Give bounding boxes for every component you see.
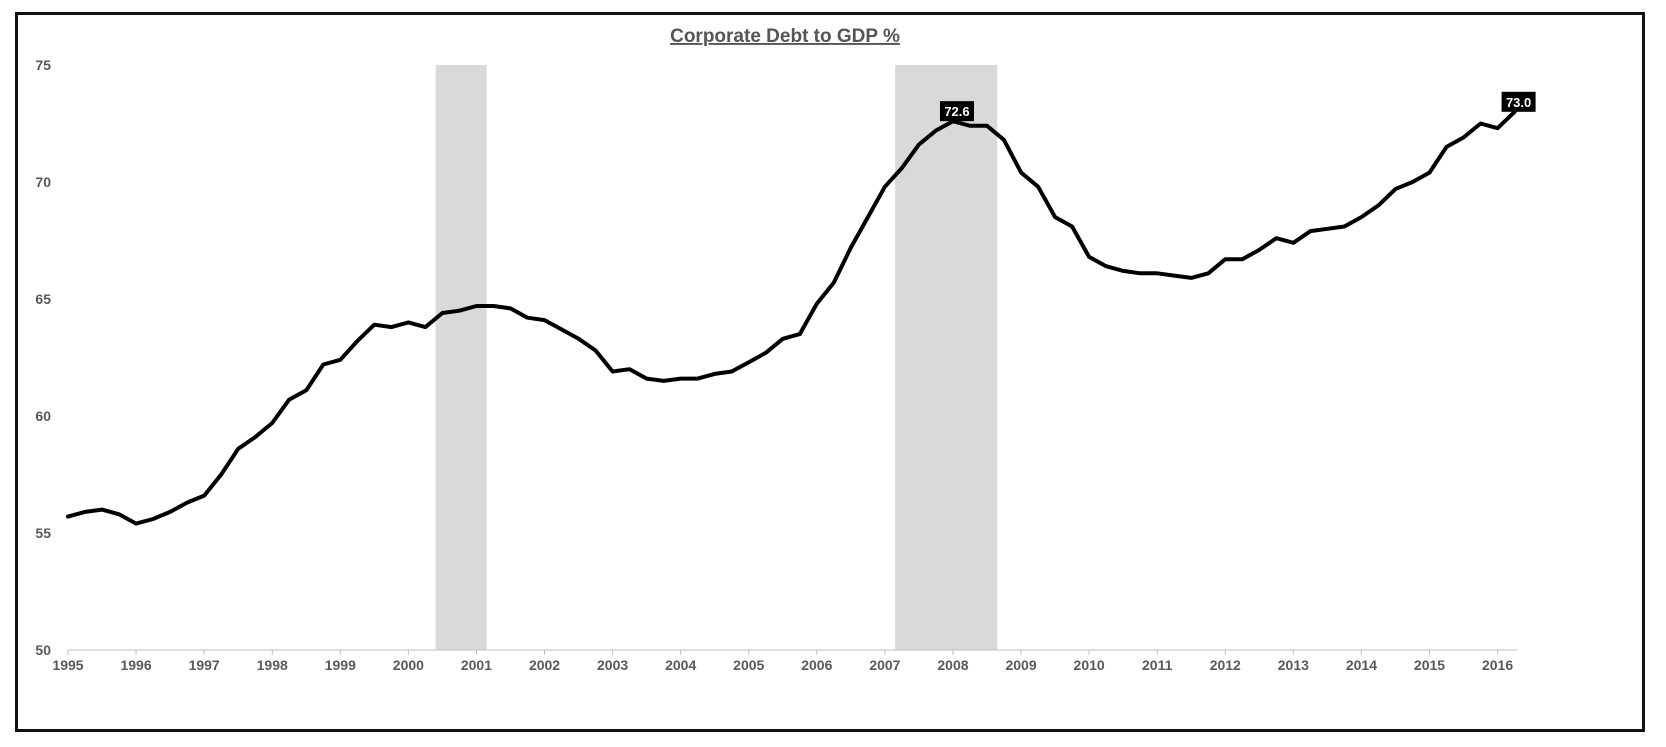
- y-tick-label: 50: [35, 642, 51, 658]
- data-label-box: [939, 101, 974, 122]
- chart-frame: Corporate Debt to GDP % 1995 1996 1997 1998…: [15, 12, 1645, 732]
- data-label: 72.6: [944, 104, 969, 119]
- x-tick-label: 2003: [597, 657, 628, 673]
- x-tick-label: 2010: [1074, 657, 1105, 673]
- x-tick-label: 2011: [1142, 657, 1173, 673]
- y-tick-label: 70: [35, 174, 51, 190]
- x-tick-label: 2002: [529, 657, 560, 673]
- y-tick-label: 65: [35, 291, 51, 307]
- x-tick-label: 2001: [461, 657, 492, 673]
- x-tick-label: 1996: [120, 657, 151, 673]
- x-tick-label: 2016: [1482, 657, 1513, 673]
- x-tick-label: 2004: [665, 657, 696, 673]
- x-tick-label: 2006: [801, 657, 832, 673]
- x-tick-label: 2007: [869, 657, 900, 673]
- x-tick-label: 2013: [1278, 657, 1309, 673]
- line-chart: Corporate Debt to GDP % 1995 1996 1997 1998…: [35, 26, 1536, 673]
- x-tick-label: 1997: [189, 657, 220, 673]
- x-tick-label: 2014: [1346, 657, 1377, 673]
- y-tick-label: 75: [35, 57, 51, 73]
- x-tick-label: 1995: [52, 657, 83, 673]
- shaded-period: [895, 65, 998, 650]
- shaded-period: [435, 65, 487, 650]
- series-line: [66, 109, 1517, 526]
- y-tick-label: 60: [35, 408, 51, 424]
- data-label-box: [1501, 91, 1536, 112]
- x-tick-label: 2015: [1414, 657, 1445, 673]
- x-tick-label: 1998: [257, 657, 288, 673]
- x-tick-label: 2009: [1005, 657, 1036, 673]
- y-tick-label: 55: [35, 525, 51, 541]
- chart-title: Corporate Debt to GDP %: [670, 26, 900, 47]
- data-label: 73.0: [1506, 95, 1531, 110]
- x-tick-label: 2005: [733, 657, 764, 673]
- x-tick-label: 2008: [937, 657, 968, 673]
- x-tick-label: 2000: [393, 657, 424, 673]
- x-tick-label: 1999: [325, 657, 356, 673]
- x-tick-label: 2012: [1210, 657, 1241, 673]
